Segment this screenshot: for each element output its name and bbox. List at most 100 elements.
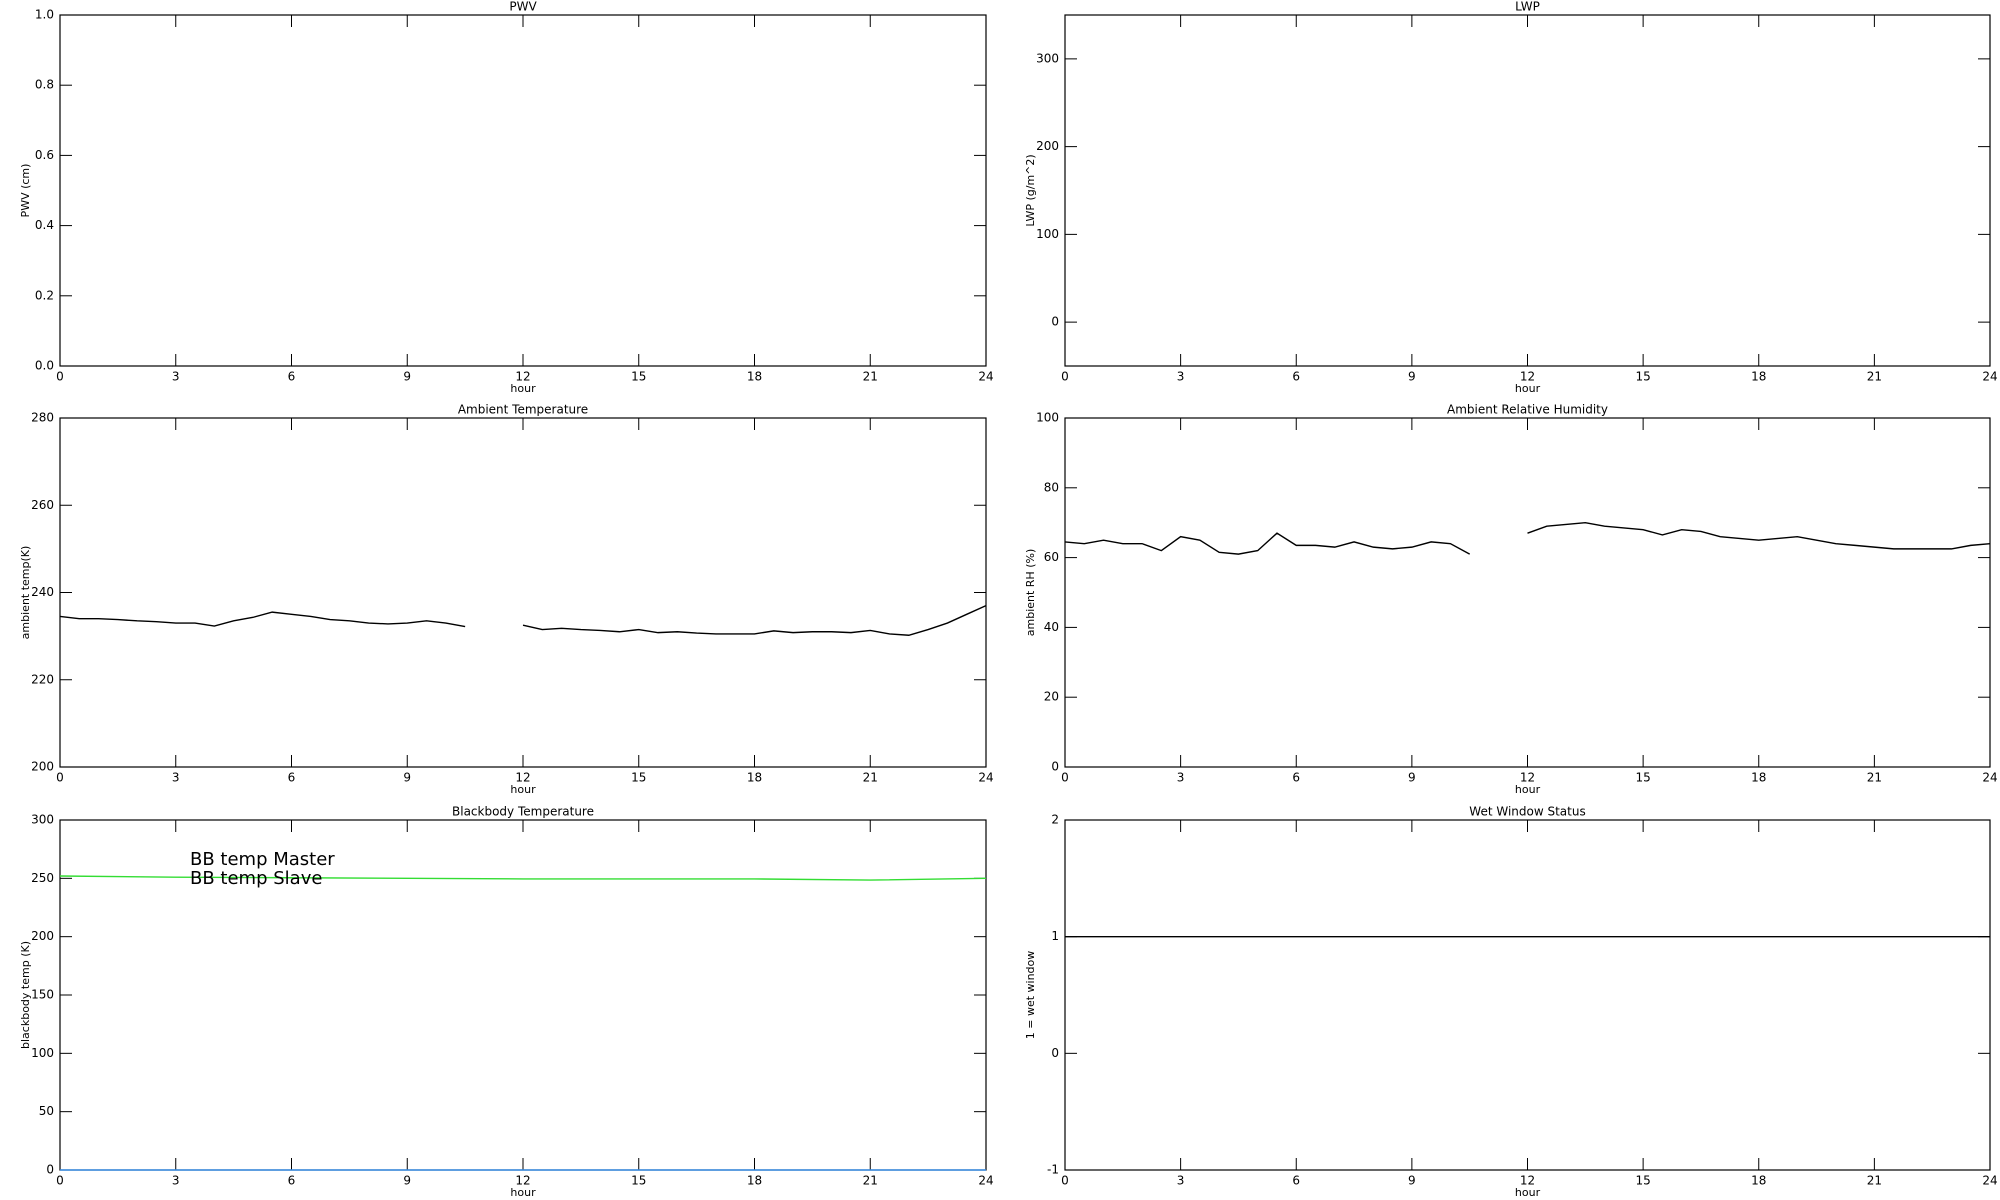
y-tick-label: 200 (31, 760, 54, 774)
x-tick-label: 0 (1061, 370, 1069, 384)
x-tick-label: 15 (1635, 370, 1650, 384)
y-tick-label: -1 (1047, 1163, 1059, 1177)
x-tick-label: 6 (1292, 771, 1300, 785)
x-axis-label: hour (1515, 382, 1541, 395)
x-tick-label: 3 (172, 771, 180, 785)
x-tick-label: 9 (403, 771, 411, 785)
chart-title: Blackbody Temperature (452, 805, 594, 819)
y-tick-label: 280 (31, 411, 54, 425)
y-tick-label: 60 (1044, 550, 1059, 564)
y-tick-label: 240 (31, 585, 54, 599)
x-tick-label: 18 (1751, 370, 1766, 384)
chart-title: Ambient Relative Humidity (1447, 403, 1608, 417)
y-axis-label: ambient RH (%) (1024, 549, 1037, 637)
x-tick-label: 9 (1408, 1174, 1416, 1188)
chart-title: PWV (509, 0, 537, 14)
x-tick-label: 9 (403, 370, 411, 384)
x-tick-label: 21 (863, 370, 878, 384)
x-tick-label: 6 (1292, 370, 1300, 384)
y-axis-label: LWP (g/m^2) (1024, 154, 1037, 226)
x-axis-label: hour (510, 382, 536, 395)
x-tick-label: 6 (288, 1174, 296, 1188)
x-tick-label: 12 (515, 370, 530, 384)
y-axis-label: 1 = wet window (1024, 951, 1037, 1040)
series-line (59, 875, 987, 881)
x-axis-label: hour (1515, 783, 1541, 796)
plot-frame (1064, 417, 1991, 768)
y-tick-label: 300 (1036, 51, 1059, 65)
y-axis-label: PWV (cm) (19, 164, 32, 218)
y-tick-label: 250 (31, 871, 54, 885)
x-tick-label: 24 (978, 370, 993, 384)
y-tick-label: 0 (1051, 760, 1059, 774)
y-tick-label: 1 (1051, 929, 1059, 943)
y-tick-label: 0.0 (35, 359, 54, 373)
y-tick-label: 220 (31, 672, 54, 686)
x-tick-label: 3 (1177, 771, 1185, 785)
y-tick-label: 80 (1044, 480, 1059, 494)
x-tick-label: 9 (1408, 370, 1416, 384)
series-line (1064, 521, 1991, 555)
chart-title: LWP (1515, 0, 1540, 14)
y-tick-label: 0.8 (35, 78, 54, 92)
y-tick-label: 100 (1036, 227, 1059, 241)
y-tick-label: 0 (1051, 1046, 1059, 1060)
x-tick-label: 15 (1635, 771, 1650, 785)
x-axis-label: hour (510, 783, 536, 796)
plot-frame (1064, 14, 1991, 367)
x-tick-label: 24 (1982, 370, 1997, 384)
x-tick-label: 18 (1751, 771, 1766, 785)
x-tick-label: 6 (1292, 1174, 1300, 1188)
x-tick-label: 12 (515, 1174, 530, 1188)
y-tick-label: 150 (31, 988, 54, 1002)
legend-entry: BB temp Slave (190, 868, 322, 889)
chart-title: Wet Window Status (1469, 805, 1585, 819)
x-tick-label: 9 (1408, 771, 1416, 785)
x-tick-label: 18 (747, 1174, 762, 1188)
x-tick-label: 3 (172, 1174, 180, 1188)
y-tick-label: 50 (39, 1104, 54, 1118)
y-tick-label: 100 (31, 1046, 54, 1060)
y-tick-label: 2 (1051, 813, 1059, 827)
x-tick-label: 6 (288, 771, 296, 785)
plot-frame (59, 14, 987, 367)
y-tick-label: 40 (1044, 620, 1059, 634)
x-tick-label: 0 (56, 370, 64, 384)
x-tick-label: 15 (631, 1174, 646, 1188)
y-tick-label: 0 (46, 1163, 54, 1177)
plot-frame (59, 417, 987, 768)
x-tick-label: 3 (172, 370, 180, 384)
y-tick-label: 200 (31, 929, 54, 943)
y-tick-label: 0 (1051, 315, 1059, 329)
x-tick-label: 0 (56, 1174, 64, 1188)
y-tick-label: 0.4 (35, 218, 54, 232)
x-tick-label: 18 (1751, 1174, 1766, 1188)
x-tick-label: 3 (1177, 370, 1185, 384)
x-tick-label: 12 (1520, 1174, 1535, 1188)
x-tick-label: 12 (1520, 370, 1535, 384)
x-tick-label: 0 (56, 771, 64, 785)
x-tick-label: 3 (1177, 1174, 1185, 1188)
series-line (59, 604, 987, 636)
x-tick-label: 6 (288, 370, 296, 384)
y-axis-label: ambient temp(K) (19, 546, 32, 640)
legend-entry: BB temp Master (190, 849, 335, 870)
x-axis-label: hour (1515, 1186, 1541, 1199)
x-tick-label: 24 (978, 771, 993, 785)
y-tick-label: 260 (31, 498, 54, 512)
x-tick-label: 18 (747, 370, 762, 384)
x-tick-label: 24 (978, 1174, 993, 1188)
x-tick-label: 0 (1061, 1174, 1069, 1188)
x-tick-label: 15 (1635, 1174, 1650, 1188)
x-tick-label: 21 (1867, 771, 1882, 785)
x-tick-label: 0 (1061, 771, 1069, 785)
x-tick-label: 21 (1867, 370, 1882, 384)
x-tick-label: 21 (863, 1174, 878, 1188)
y-tick-label: 100 (1036, 411, 1059, 425)
x-tick-label: 24 (1982, 1174, 1997, 1188)
x-tick-label: 24 (1982, 771, 1997, 785)
x-tick-label: 15 (631, 771, 646, 785)
x-tick-label: 12 (515, 771, 530, 785)
x-tick-label: 9 (403, 1174, 411, 1188)
x-axis-label: hour (510, 1186, 536, 1199)
